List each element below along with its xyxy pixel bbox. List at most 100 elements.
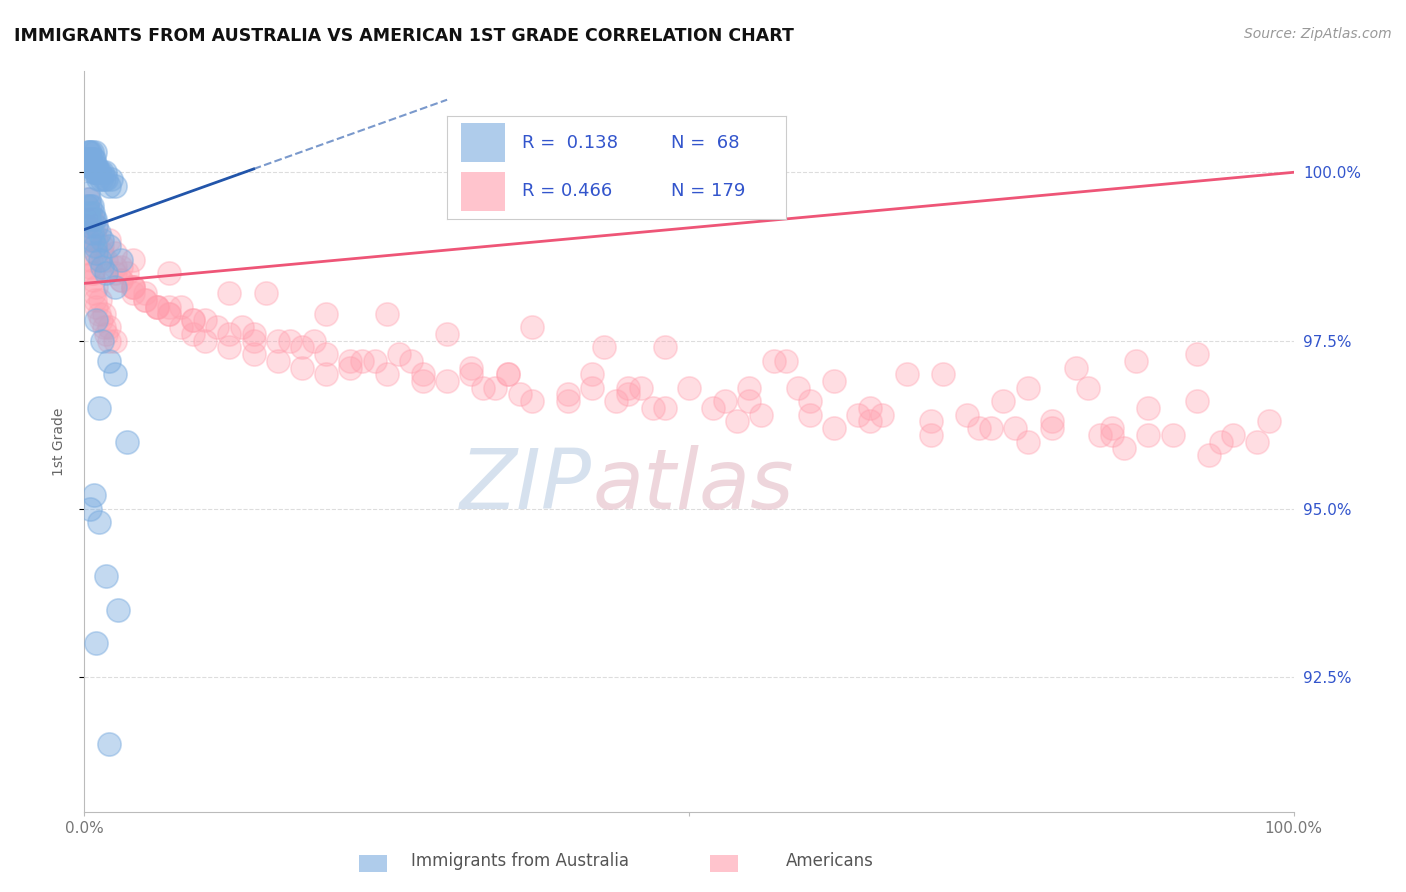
Point	[339, 353, 361, 368]
Point	[1209, 434, 1232, 449]
Point	[932, 368, 955, 382]
Point	[75, 212, 97, 227]
Point	[79, 260, 101, 274]
Point	[84, 145, 107, 160]
Point	[87, 307, 110, 321]
Point	[77, 246, 100, 260]
Point	[1017, 434, 1039, 449]
Point	[94, 252, 117, 267]
Point	[82, 266, 104, 280]
Point	[86, 219, 108, 234]
Point	[104, 246, 127, 260]
Point	[194, 334, 217, 348]
Point	[83, 286, 105, 301]
Point	[375, 368, 398, 382]
Point	[87, 165, 110, 179]
Point	[496, 368, 519, 382]
Point	[89, 165, 111, 179]
Point	[859, 401, 882, 415]
Point	[1040, 414, 1063, 428]
Point	[956, 408, 979, 422]
Point	[157, 307, 180, 321]
Point	[920, 427, 942, 442]
Point	[654, 340, 676, 354]
Point	[97, 334, 120, 348]
Point	[1198, 448, 1220, 462]
Point	[100, 172, 122, 186]
Point	[170, 320, 193, 334]
Point	[97, 320, 120, 334]
Point	[121, 279, 143, 293]
Point	[605, 394, 627, 409]
Point	[896, 368, 918, 382]
Point	[80, 266, 103, 280]
Point	[82, 165, 104, 179]
Point	[80, 145, 103, 160]
Point	[157, 266, 180, 280]
Point	[1077, 381, 1099, 395]
Point	[617, 387, 640, 401]
Point	[94, 569, 117, 583]
Point	[104, 266, 127, 280]
Point	[436, 374, 458, 388]
Point	[557, 394, 579, 409]
Point	[775, 353, 797, 368]
Point	[242, 347, 264, 361]
Point	[460, 368, 482, 382]
Text: atlas: atlas	[592, 445, 794, 526]
Point	[859, 414, 882, 428]
Point	[79, 145, 101, 160]
Point	[77, 145, 100, 160]
Point	[315, 368, 337, 382]
Point	[79, 199, 101, 213]
Point	[1004, 421, 1026, 435]
Point	[194, 313, 217, 327]
Point	[91, 246, 114, 260]
Point	[714, 394, 737, 409]
Point	[121, 252, 143, 267]
Point	[823, 421, 845, 435]
Point	[80, 199, 103, 213]
Point	[315, 347, 337, 361]
Point	[920, 414, 942, 428]
Point	[89, 293, 111, 308]
Point	[678, 381, 700, 395]
Point	[84, 212, 107, 227]
Point	[1137, 427, 1160, 442]
Point	[94, 266, 117, 280]
Point	[83, 152, 105, 166]
Point	[472, 381, 495, 395]
Point	[76, 219, 98, 234]
Point	[104, 178, 127, 193]
Point	[242, 326, 264, 341]
Point	[76, 199, 98, 213]
Point	[388, 347, 411, 361]
Point	[82, 273, 104, 287]
Point	[1114, 442, 1136, 456]
Point	[97, 738, 120, 752]
Point	[97, 353, 120, 368]
Point	[82, 152, 104, 166]
Point	[557, 387, 579, 401]
Point	[1258, 414, 1281, 428]
Point	[86, 233, 108, 247]
Point	[86, 159, 108, 173]
Point	[83, 488, 105, 502]
Point	[799, 394, 821, 409]
Point	[654, 401, 676, 415]
Point	[980, 421, 1002, 435]
Point	[630, 381, 652, 395]
Point	[1101, 427, 1123, 442]
Point	[702, 401, 724, 415]
Point	[181, 326, 204, 341]
Point	[121, 279, 143, 293]
Point	[1125, 353, 1147, 368]
Point	[1185, 347, 1208, 361]
Point	[967, 421, 990, 435]
Point	[751, 408, 773, 422]
Point	[134, 293, 156, 308]
Point	[278, 334, 301, 348]
Point	[91, 239, 114, 253]
Point	[496, 368, 519, 382]
Point	[1040, 421, 1063, 435]
